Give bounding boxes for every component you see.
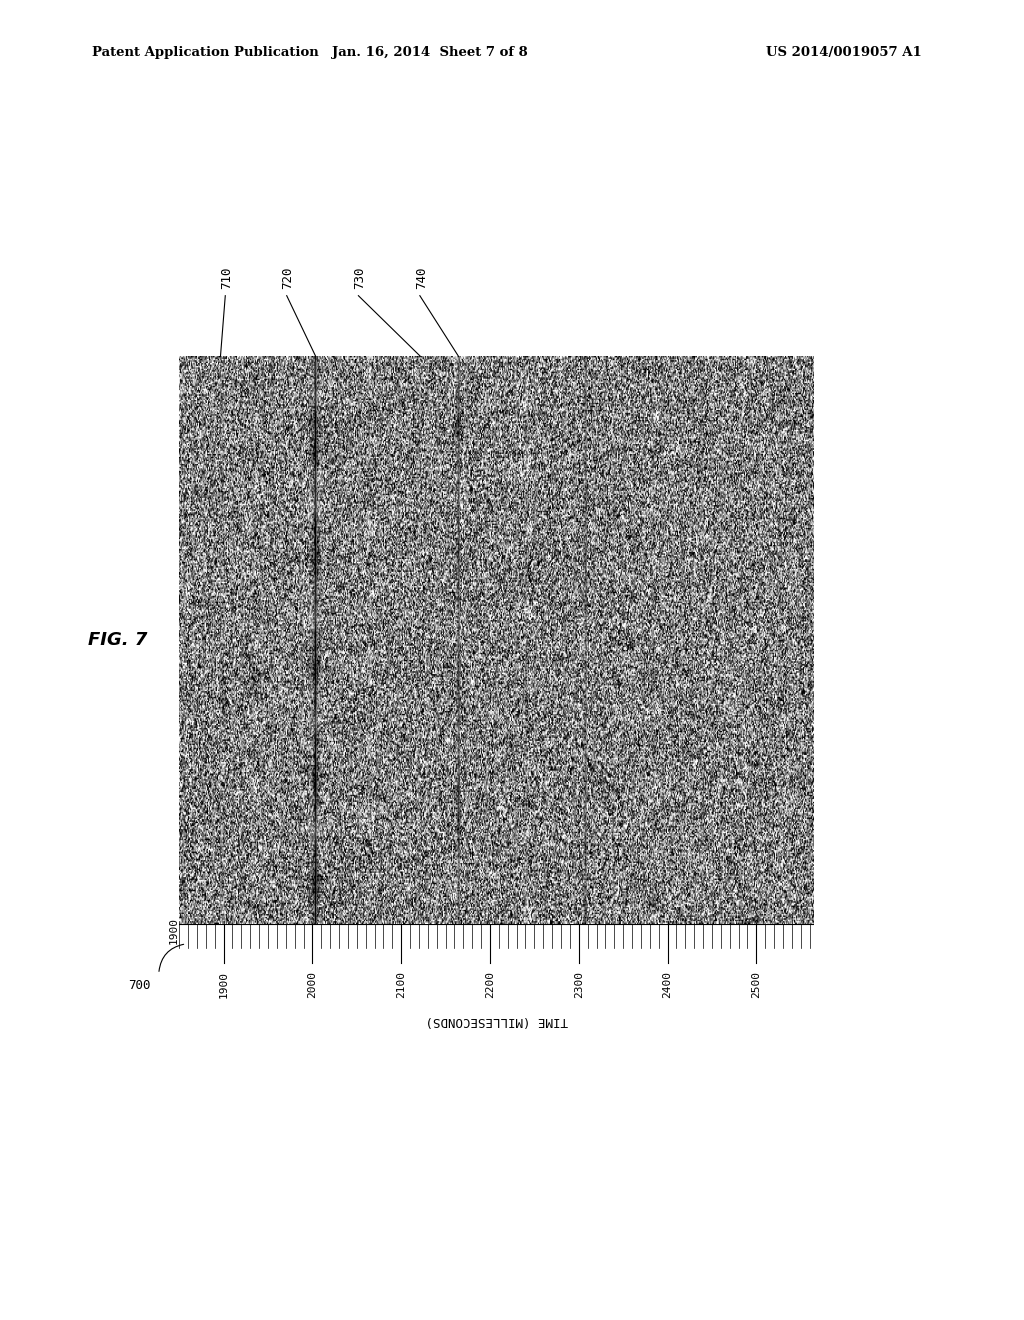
Text: 740: 740 — [415, 267, 428, 289]
Text: 1900: 1900 — [218, 972, 228, 998]
Text: 2100: 2100 — [396, 972, 407, 998]
Text: FIG. 7: FIG. 7 — [88, 631, 147, 649]
Text: 2200: 2200 — [485, 972, 495, 998]
Text: Patent Application Publication: Patent Application Publication — [92, 46, 318, 59]
Text: TIME (MILLESECONDS): TIME (MILLESECONDS) — [425, 1014, 568, 1027]
Text: 710: 710 — [220, 267, 233, 289]
Text: Jan. 16, 2014  Sheet 7 of 8: Jan. 16, 2014 Sheet 7 of 8 — [332, 46, 528, 59]
Text: 1900: 1900 — [169, 917, 179, 944]
Text: 730: 730 — [353, 267, 367, 289]
Text: US 2014/0019057 A1: US 2014/0019057 A1 — [766, 46, 922, 59]
Text: 720: 720 — [282, 267, 295, 289]
Text: 2000: 2000 — [307, 972, 317, 998]
Text: 2300: 2300 — [573, 972, 584, 998]
Text: 700: 700 — [128, 979, 151, 993]
Text: 2400: 2400 — [663, 972, 673, 998]
Text: 2500: 2500 — [752, 972, 762, 998]
